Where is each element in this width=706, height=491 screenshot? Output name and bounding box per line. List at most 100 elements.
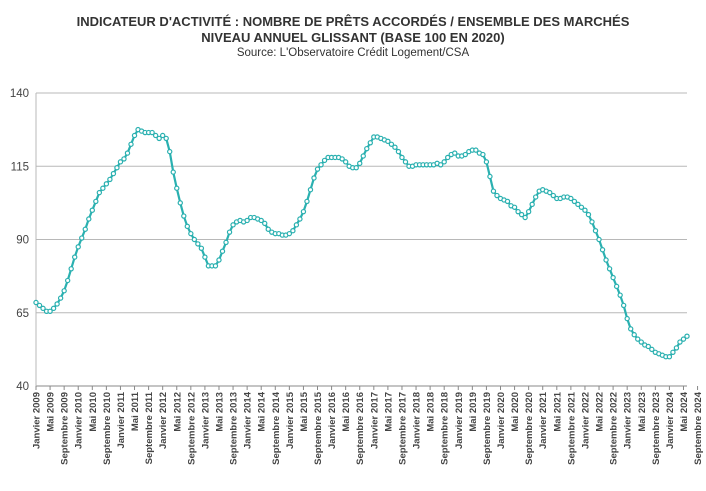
data-point (286, 230, 293, 237)
data-point (631, 332, 637, 338)
x-tick-label: Mai 2011 (130, 391, 141, 431)
data-point (395, 148, 402, 155)
data-point (680, 336, 687, 342)
data-point (617, 292, 623, 298)
x-tick-label: Janvier 2012 (158, 392, 169, 449)
data-point (392, 144, 398, 150)
data-point (54, 301, 60, 307)
x-tick-label: Janvier 2021 (538, 391, 549, 449)
data-point (550, 192, 556, 199)
data-point (592, 228, 599, 234)
series-points (33, 126, 690, 360)
data-point (399, 154, 405, 161)
x-tick-label: Septembre 2018 (440, 392, 451, 465)
x-tick-label: Mai 2017 (383, 392, 394, 432)
data-point (511, 204, 518, 210)
data-point (177, 200, 183, 206)
data-point (504, 198, 511, 205)
data-point (385, 138, 391, 145)
x-tick-label: Janvier 2013 (200, 392, 211, 449)
x-tick-label: Septembre 2016 (355, 392, 366, 465)
data-point (86, 216, 92, 222)
data-point (606, 266, 613, 272)
data-point (518, 211, 525, 218)
data-point (68, 266, 74, 272)
data-point (170, 169, 176, 175)
data-point (293, 222, 300, 228)
chart-source: Source: L'Observatoire Crédit Logement/C… (236, 47, 470, 59)
x-tick-label: Janvier 2015 (285, 391, 296, 449)
data-point (244, 217, 250, 224)
x-tick-label: Mai 2018 (426, 392, 437, 432)
data-point (82, 226, 88, 232)
x-tick-label: Janvier 2011 (116, 391, 127, 448)
x-tick-label: Septembre 2013 (229, 392, 240, 465)
data-point (188, 230, 194, 237)
x-tick-label: Septembre 2014 (271, 391, 282, 465)
data-point (452, 150, 458, 156)
data-point (677, 339, 683, 345)
data-point (156, 135, 162, 142)
x-tick-label: Mai 2020 (510, 392, 521, 432)
data-point (462, 151, 469, 158)
data-point (167, 148, 173, 155)
data-point (258, 217, 264, 224)
data-point (152, 132, 159, 139)
y-tick-label: 140 (10, 88, 29, 100)
data-point (532, 194, 539, 200)
x-tick-label: Septembre 2023 (651, 392, 662, 465)
x-tick-label: Septembre 2011 (144, 391, 155, 464)
data-point (163, 135, 169, 142)
data-point (603, 257, 609, 263)
data-point (50, 305, 57, 312)
data-point (487, 173, 493, 180)
data-point (117, 159, 124, 165)
data-point (223, 239, 229, 246)
data-point (103, 181, 110, 187)
data-point (61, 288, 67, 294)
data-point (624, 315, 630, 322)
data-point (599, 247, 606, 253)
data-point (437, 162, 444, 168)
data-point (33, 299, 39, 306)
chart-title: INDICATEUR D'ACTIVITÉ : NOMBRE DE PRÊTS … (76, 14, 630, 29)
data-point (402, 159, 409, 165)
data-point (107, 176, 113, 183)
x-axis: Janvier 2009 Mai 2009 Septembre 2009 Janvie… (32, 386, 704, 465)
data-point (483, 159, 490, 165)
x-tick-label: Janvier 2010 (74, 392, 85, 449)
chart-subtitle: NIVEAU ANNUEL GLISSANT (BASE 100 EN 2020… (201, 30, 505, 45)
data-point (89, 207, 96, 213)
data-point (75, 244, 81, 250)
x-tick-label: Septembre 2022 (609, 392, 620, 465)
x-tick-label: Septembre 2020 (524, 392, 535, 465)
data-point (300, 208, 307, 215)
data-point (191, 236, 198, 243)
x-tick-label: Mai 2014 (257, 391, 268, 431)
data-point (342, 159, 349, 165)
data-point (198, 245, 205, 251)
data-point (311, 175, 317, 181)
x-tick-label: Septembre 2015 (313, 391, 324, 465)
data-point (318, 162, 324, 168)
data-point (304, 198, 310, 205)
data-point (620, 302, 627, 309)
data-point (613, 283, 620, 290)
x-tick-label: Janvier 2023 (623, 392, 634, 449)
data-point (670, 349, 676, 356)
data-point (494, 192, 500, 199)
data-point (522, 214, 528, 221)
data-point (367, 140, 373, 146)
x-tick-label: Mai 2015 (299, 391, 310, 431)
data-point (529, 201, 535, 208)
data-point (202, 254, 208, 260)
y-tick-label: 115 (11, 161, 29, 173)
x-tick-label: Mai 2016 (341, 392, 352, 432)
data-point (174, 185, 180, 191)
data-point (124, 150, 131, 156)
data-point (596, 236, 602, 243)
data-point (610, 274, 616, 281)
grid-lines (36, 92, 687, 387)
data-point (96, 189, 103, 196)
